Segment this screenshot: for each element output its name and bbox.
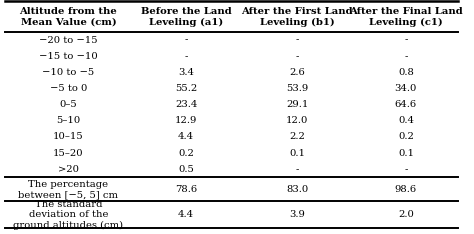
Text: After the First Land
Leveling (b1): After the First Land Leveling (b1) [241,7,353,26]
Text: −20 to −15: −20 to −15 [39,36,98,45]
Text: 10–15: 10–15 [53,132,84,141]
Text: 0.2: 0.2 [398,132,414,141]
Text: 0.8: 0.8 [398,68,414,77]
Text: 53.9: 53.9 [286,84,308,93]
Text: −15 to −10: −15 to −10 [39,52,98,61]
Text: 55.2: 55.2 [175,84,197,93]
Text: >20: >20 [58,165,79,174]
Text: −5 to 0: −5 to 0 [50,84,87,93]
Text: 0.1: 0.1 [398,149,414,157]
Text: -: - [184,36,188,45]
Text: 23.4: 23.4 [175,100,197,109]
Text: 12.9: 12.9 [175,116,197,125]
Text: -: - [295,165,299,174]
Text: Altitude from the
Mean Value (cm): Altitude from the Mean Value (cm) [19,7,117,26]
Text: 0.4: 0.4 [398,116,414,125]
Text: 29.1: 29.1 [286,100,309,109]
Text: 2.6: 2.6 [289,68,305,77]
Text: −10 to −5: −10 to −5 [42,68,94,77]
Text: After the Final Land
Leveling (c1): After the Final Land Leveling (c1) [349,7,463,26]
Text: 0.5: 0.5 [178,165,194,174]
Text: Before the Land
Leveling (a1): Before the Land Leveling (a1) [141,7,232,26]
Text: -: - [404,36,408,45]
Text: 83.0: 83.0 [286,185,308,194]
Text: 4.4: 4.4 [178,132,194,141]
Text: -: - [295,52,299,61]
Text: 64.6: 64.6 [395,100,417,109]
Text: 3.4: 3.4 [178,68,194,77]
Text: 3.9: 3.9 [289,210,305,219]
Text: 12.0: 12.0 [286,116,309,125]
Text: 78.6: 78.6 [175,185,197,194]
Text: 2.0: 2.0 [398,210,414,219]
Text: 34.0: 34.0 [395,84,417,93]
Text: The standard
deviation of the
ground altitudes (cm): The standard deviation of the ground alt… [13,200,124,230]
Text: 98.6: 98.6 [395,185,417,194]
Text: -: - [295,36,299,45]
Text: 4.4: 4.4 [178,210,194,219]
Text: 2.2: 2.2 [289,132,305,141]
Text: -: - [184,52,188,61]
Text: 0.2: 0.2 [178,149,194,157]
Text: 15–20: 15–20 [53,149,84,157]
Text: 0–5: 0–5 [60,100,77,109]
Text: -: - [404,165,408,174]
Text: 0.1: 0.1 [289,149,305,157]
Text: The percentage
between [−5, 5] cm: The percentage between [−5, 5] cm [18,179,118,199]
Text: -: - [404,52,408,61]
Text: 5–10: 5–10 [56,116,81,125]
